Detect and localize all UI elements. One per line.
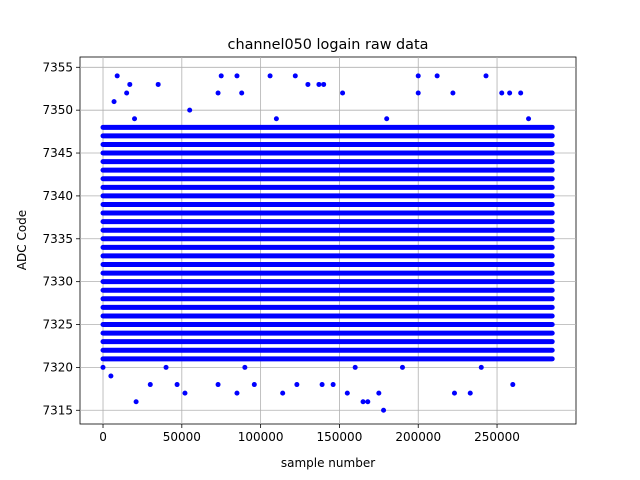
point: [273, 116, 279, 122]
point: [234, 73, 240, 79]
point: [187, 107, 193, 113]
point: [147, 382, 153, 388]
point: [526, 116, 532, 122]
point: [450, 90, 456, 96]
point: [451, 390, 457, 396]
point: [319, 382, 325, 388]
point: [499, 90, 505, 96]
point: [365, 399, 371, 405]
x-tick-label: 150000: [317, 430, 363, 444]
point: [344, 390, 350, 396]
point: [467, 390, 473, 396]
point: [483, 73, 489, 79]
y-tick-label: 7330: [42, 275, 73, 289]
x-tick-label: 200000: [395, 430, 441, 444]
point: [108, 373, 114, 379]
point: [399, 364, 405, 370]
point: [182, 390, 188, 396]
point: [215, 90, 221, 96]
y-axis-label: ADC Code: [15, 210, 29, 270]
plot-frame: [79, 56, 577, 425]
point: [352, 364, 358, 370]
point: [305, 81, 311, 87]
x-tick-label: 250000: [474, 430, 520, 444]
point: [215, 382, 221, 388]
point: [133, 399, 139, 405]
point: [111, 99, 117, 105]
point: [384, 116, 390, 122]
point: [518, 90, 524, 96]
y-tick-label: 7345: [42, 146, 73, 160]
point: [174, 382, 180, 388]
y-tick-label: 7355: [42, 60, 73, 74]
point: [360, 399, 366, 405]
point: [234, 390, 240, 396]
point: [132, 116, 138, 122]
point: [280, 390, 286, 396]
point: [340, 90, 346, 96]
x-tick-label: 100000: [238, 430, 284, 444]
y-tick-label: 7340: [42, 189, 73, 203]
point: [242, 364, 248, 370]
point: [155, 81, 161, 87]
point: [292, 73, 298, 79]
point: [478, 364, 484, 370]
point: [218, 73, 224, 79]
point: [381, 407, 387, 413]
point: [251, 382, 257, 388]
x-tick-label: 0: [99, 430, 107, 444]
y-tick-label: 7350: [42, 103, 73, 117]
point: [100, 364, 106, 370]
point: [294, 382, 300, 388]
point: [267, 73, 273, 79]
x-axis-label: sample number: [281, 456, 375, 470]
chart-title: channel050 logain raw data: [228, 37, 429, 53]
y-tick-label: 7335: [42, 232, 73, 246]
point: [434, 73, 440, 79]
point: [507, 90, 513, 96]
point: [510, 382, 516, 388]
point: [127, 81, 133, 87]
point: [163, 364, 169, 370]
y-tick-label: 7315: [42, 403, 73, 417]
point: [239, 90, 245, 96]
point: [316, 81, 322, 87]
point: [376, 390, 382, 396]
y-tick-label: 7325: [42, 318, 73, 332]
point: [321, 81, 327, 87]
x-tick-label: 50000: [163, 430, 201, 444]
point: [124, 90, 130, 96]
point: [415, 90, 421, 96]
y-tick-label: 7320: [42, 360, 73, 374]
point: [330, 382, 336, 388]
point: [415, 73, 421, 79]
point: [114, 73, 120, 79]
